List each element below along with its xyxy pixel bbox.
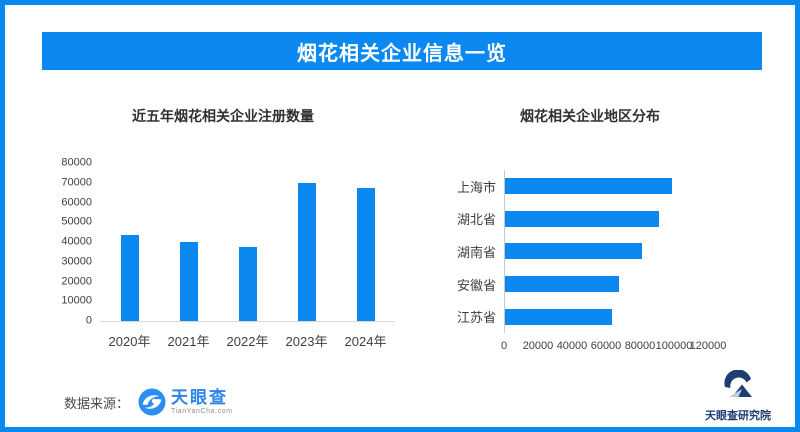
institute-mountain-swoosh-icon [724, 369, 752, 397]
bar-slot [159, 163, 218, 321]
page-title-banner: 烟花相关企业信息一览 [42, 32, 762, 70]
bar-slot [505, 203, 709, 236]
registration-chart-title: 近五年烟花相关企业注册数量 [132, 108, 314, 124]
region-category-label: 江苏省 [456, 310, 496, 326]
tianyancha-eye-icon [138, 388, 166, 416]
y-tick-label: 70000 [61, 176, 92, 189]
bar-2020年 [120, 235, 139, 321]
region-chart-plot [504, 170, 709, 333]
x-category-label: 2021年 [167, 334, 210, 349]
bar-slot [100, 163, 159, 321]
page-title: 烟花相关企业信息一览 [297, 42, 507, 65]
bar-slot [505, 268, 709, 301]
x-category-label: 2024年 [344, 334, 387, 349]
bar-slot [277, 163, 336, 321]
bar-slot [505, 235, 709, 268]
x-category-label: 2020年 [108, 334, 151, 349]
x-tick-label: 60000 [590, 340, 622, 352]
bar-湖南省 [505, 243, 642, 260]
data-source-row: 数据来源： 天眼查 TianYanCha.com [64, 386, 233, 418]
bar-上海市 [505, 178, 673, 195]
x-tick-label: 0 [500, 340, 508, 352]
y-tick-label: 50000 [61, 215, 92, 228]
y-tick-label: 0 [85, 314, 92, 327]
y-tick-label: 60000 [61, 196, 92, 208]
tianyancha-domain: TianYanCha.com [171, 408, 233, 415]
data-source-label: 数据来源： [64, 395, 130, 411]
tianyancha-logo: 天眼查 TianYanCha.com [138, 388, 233, 416]
region-category-label: 湖南省 [456, 244, 496, 260]
institute-name: 天眼查研究院 [705, 410, 771, 422]
x-tick-label: 80000 [624, 340, 656, 352]
bar-slot [505, 300, 709, 333]
y-tick-label: 10000 [61, 294, 92, 307]
bar-湖北省 [505, 210, 659, 227]
bar-slot [505, 170, 709, 203]
tianyancha-institute-logo: 天眼查研究院 [701, 369, 775, 423]
x-tick-label: 20000 [522, 340, 554, 352]
x-category-label: 2023年 [285, 334, 328, 349]
y-tick-label: 80000 [61, 156, 92, 169]
bar-2022年 [238, 246, 257, 321]
region-chart-x-axis: 0 20000 40000 60000 80000 100000 120000 [500, 340, 726, 354]
x-tick-label: 40000 [556, 340, 588, 352]
registration-chart-plot [100, 163, 395, 322]
y-tick-label: 20000 [61, 275, 92, 287]
bar-2023年 [297, 183, 316, 321]
region-chart-title: 烟花相关企业地区分布 [520, 108, 660, 124]
region-category-label: 安徽省 [456, 277, 496, 293]
bar-slot [218, 163, 277, 321]
region-category-label: 湖北省 [456, 212, 496, 228]
y-tick-label: 30000 [61, 255, 92, 268]
registration-chart-y-axis: 0 10000 20000 30000 40000 50000 60000 70000 8000… [40, 157, 92, 326]
bar-2021年 [179, 242, 198, 321]
bar-江苏省 [505, 308, 613, 325]
region-category-label: 上海市 [456, 179, 496, 195]
tianyancha-wordmark: 天眼查 [171, 388, 229, 407]
tianyancha-wordmark-block: 天眼查 TianYanCha.com [171, 389, 233, 415]
x-category-label: 2022年 [226, 334, 269, 349]
x-tick-label: 120000 [689, 340, 727, 352]
x-tick-label: 100000 [655, 340, 693, 352]
bar-2024年 [356, 187, 375, 321]
y-tick-label: 40000 [61, 235, 92, 248]
region-chart-category-labels: 上海市湖北省湖南省安徽省江苏省 [440, 170, 496, 333]
bar-安徽省 [505, 276, 619, 293]
registration-chart-x-labels: 2020年 2021年 2022年 2023年 2024年 [100, 331, 395, 350]
bar-slot [336, 163, 395, 321]
